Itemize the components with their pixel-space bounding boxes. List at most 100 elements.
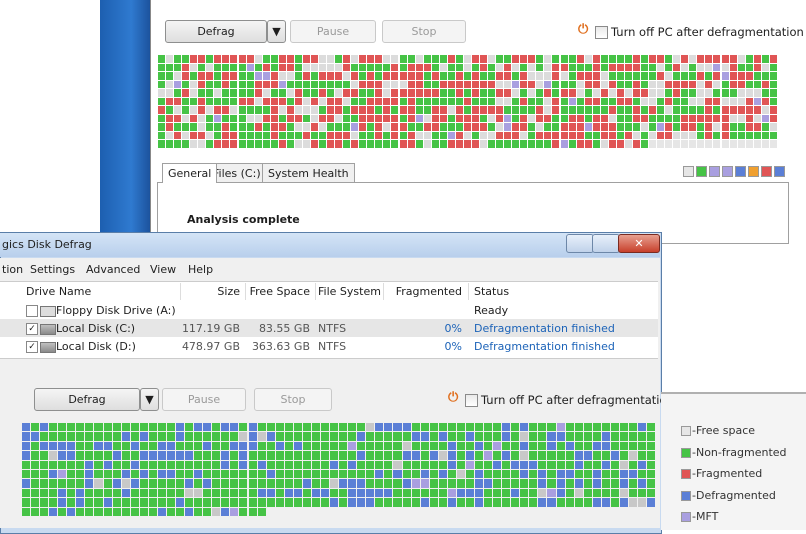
legend-swatch <box>722 166 733 177</box>
menu-item[interactable]: tion <box>2 263 24 276</box>
cluster <box>493 479 502 488</box>
cluster <box>182 131 190 139</box>
cluster <box>729 89 737 97</box>
column-header: Free Space <box>249 285 310 298</box>
cluster <box>185 432 194 441</box>
cluster <box>681 63 689 71</box>
cluster <box>103 451 112 460</box>
cluster <box>351 89 359 97</box>
tab[interactable]: Files (C:) <box>207 163 267 183</box>
cluster <box>504 63 512 71</box>
cluster <box>512 63 520 71</box>
cluster <box>278 89 286 97</box>
cluster <box>538 507 547 516</box>
cluster <box>624 140 632 148</box>
cluster <box>411 470 420 479</box>
cluster <box>496 72 504 80</box>
cluster <box>221 498 230 507</box>
cell-text: 0% <box>444 322 462 335</box>
cluster <box>657 89 665 97</box>
cluster <box>601 479 610 488</box>
cluster <box>302 488 311 498</box>
menu-item[interactable]: Settings <box>30 263 76 276</box>
cluster <box>616 72 624 80</box>
cluster <box>302 80 310 88</box>
checkbox[interactable] <box>465 394 478 407</box>
cluster <box>157 432 166 441</box>
cluster <box>536 106 544 114</box>
cluster <box>471 123 479 131</box>
cluster <box>391 97 399 105</box>
cluster <box>761 80 769 88</box>
defrag-dropdown[interactable]: ▼ <box>140 388 159 411</box>
cluster <box>67 451 76 460</box>
menu-item[interactable]: Advanced <box>86 263 141 276</box>
cluster <box>22 441 31 451</box>
cluster <box>697 63 705 71</box>
cluster <box>544 106 552 114</box>
cluster <box>221 423 230 432</box>
cluster <box>310 106 318 114</box>
cluster <box>246 140 254 148</box>
cluster <box>176 470 185 479</box>
minimize-button[interactable] <box>566 234 594 253</box>
cluster <box>601 432 610 441</box>
stop-button[interactable]: Stop <box>382 20 466 43</box>
cluster <box>319 140 327 148</box>
stop-button[interactable]: Stop <box>254 388 332 411</box>
cluster <box>745 63 753 71</box>
defrag-button[interactable]: Defrag <box>165 20 267 43</box>
close-button[interactable]: ✕ <box>618 234 660 253</box>
checkbox[interactable]: ✓ <box>26 323 38 335</box>
cluster <box>431 123 439 131</box>
cluster <box>407 63 415 71</box>
cluster <box>58 507 67 516</box>
cluster <box>465 423 474 432</box>
defrag-dropdown[interactable]: ▼ <box>267 20 286 43</box>
cluster <box>592 460 601 469</box>
cluster <box>697 106 705 114</box>
cluster <box>638 470 647 479</box>
cluster <box>619 507 628 516</box>
cluster <box>383 80 391 88</box>
tab[interactable]: General <box>162 163 218 183</box>
column-header: Drive Name <box>26 285 92 298</box>
cluster <box>58 460 67 469</box>
cluster <box>536 72 544 80</box>
cluster <box>320 479 330 488</box>
pause-button[interactable]: Pause <box>290 20 376 43</box>
cluster <box>327 80 335 88</box>
tab[interactable]: System Health <box>262 163 355 183</box>
menu-item[interactable]: View <box>150 263 177 276</box>
cluster <box>600 123 608 131</box>
cluster <box>484 498 493 507</box>
cluster <box>496 55 504 63</box>
cluster <box>262 97 270 105</box>
cluster <box>475 432 484 441</box>
maximize-button[interactable] <box>592 234 620 253</box>
cluster <box>647 441 656 451</box>
cluster <box>471 140 479 148</box>
cluster <box>348 460 357 469</box>
pause-button[interactable]: Pause <box>162 388 246 411</box>
cluster <box>745 106 753 114</box>
cluster <box>552 72 560 80</box>
cluster <box>638 479 647 488</box>
checkbox[interactable]: ✓ <box>26 341 38 353</box>
cluster <box>330 498 339 507</box>
cluster <box>475 460 484 469</box>
cluster <box>31 470 40 479</box>
defrag-button[interactable]: Defrag <box>34 388 140 411</box>
cluster <box>455 80 463 88</box>
cluster <box>348 470 357 479</box>
cluster <box>769 114 777 122</box>
menu-item[interactable]: Help <box>188 263 214 276</box>
cluster <box>275 460 284 469</box>
checkbox[interactable] <box>595 26 608 39</box>
checkbox[interactable] <box>26 305 38 317</box>
cluster <box>348 479 357 488</box>
cluster <box>221 460 230 469</box>
cluster <box>221 451 230 460</box>
cluster <box>456 498 465 507</box>
cluster <box>496 114 504 122</box>
